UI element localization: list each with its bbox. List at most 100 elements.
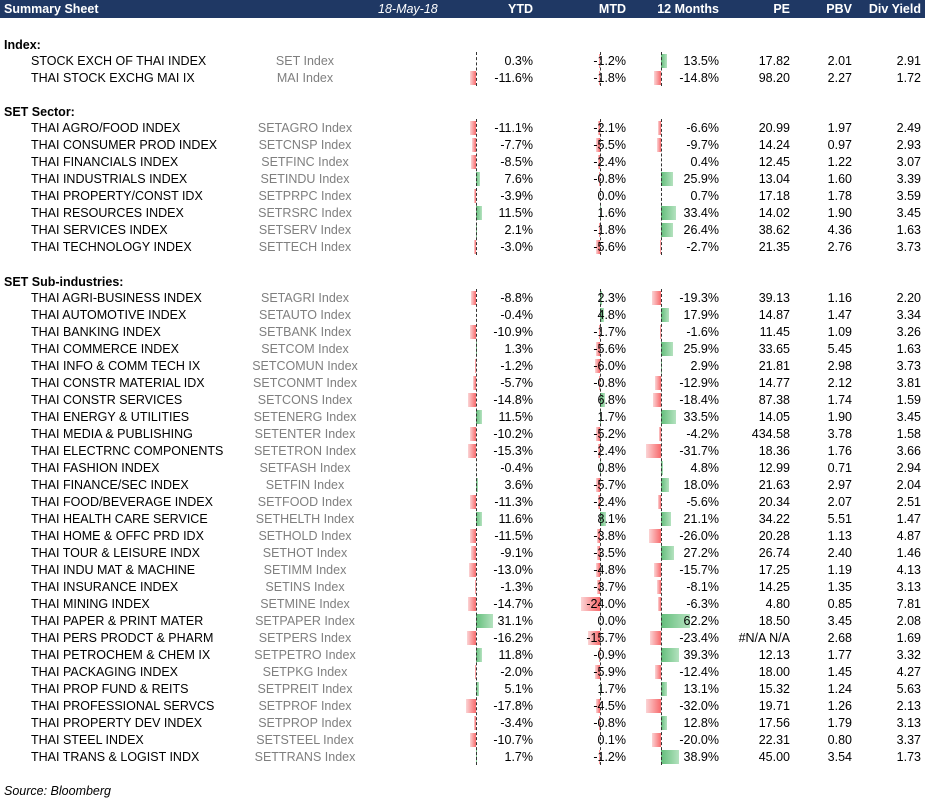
cell-pbv: 1.97 [827, 121, 852, 135]
cell-pe: 14.87 [758, 308, 790, 322]
cell-ytd: 11.6% [498, 512, 533, 526]
cell-m12: 0.7% [690, 189, 720, 203]
zero-axis-line [600, 119, 601, 255]
ytd-databar [469, 495, 476, 509]
cell-dy: 7.81 [896, 597, 921, 611]
cell-mtd: -3.8% [593, 529, 626, 543]
cell-dy: 1.46 [896, 546, 921, 560]
index-ticker: SETPROP Index [258, 716, 352, 730]
12m-databar [661, 308, 670, 322]
cell-pbv: 2.97 [827, 478, 852, 492]
cell-m12: -12.9% [679, 376, 719, 390]
cell-pbv: 1.76 [827, 444, 852, 458]
ytd-databar [470, 325, 476, 339]
index-ticker: SETENERG Index [253, 410, 357, 424]
cell-dy: 2.51 [896, 495, 921, 509]
12m-databar [661, 410, 677, 424]
cell-pbv: 3.54 [827, 750, 852, 764]
index-ticker: SETHELTH Index [255, 512, 355, 526]
index-name: THAI MINING INDEX [31, 597, 150, 611]
cell-dy: 2.94 [896, 461, 921, 475]
cell-pe: 21.63 [758, 478, 790, 492]
cell-ytd: -0.4% [500, 308, 533, 322]
cell-pe: 17.82 [758, 54, 790, 68]
zero-axis-line [476, 52, 477, 86]
index-name: THAI PROPERTY DEV INDEX [31, 716, 203, 730]
cell-mtd: -4.8% [593, 563, 626, 577]
col-pe: PE [773, 2, 790, 16]
12m-databar [661, 648, 680, 662]
mtd-databar [598, 71, 600, 85]
table-row: THAI PROPERTY DEV INDEX SETPROP Index -3.4… [0, 714, 925, 731]
cell-dy: 1.58 [896, 427, 921, 441]
cell-pbv: 5.45 [827, 342, 852, 356]
cell-ytd: -11.3% [494, 495, 533, 509]
ytd-databar [470, 546, 476, 560]
cell-dy: 4.87 [896, 529, 921, 543]
table-row: STOCK EXCH OF THAI INDEX SET Index 0.3% -1.… [0, 52, 925, 69]
table-row: THAI STOCK EXCHG MAI IX MAI Index -11.6% -1… [0, 69, 925, 86]
cell-m12: 17.9% [683, 308, 719, 322]
cell-pe: 17.56 [758, 716, 790, 730]
cell-mtd: -5.6% [593, 342, 626, 356]
zero-axis-line [600, 289, 601, 765]
zero-axis-line [661, 289, 662, 765]
12m-databar [660, 325, 661, 339]
index-name: THAI FASHION INDEX [31, 461, 160, 475]
index-name: THAI COMMERCE INDEX [31, 342, 179, 356]
cell-pe: 14.24 [758, 138, 790, 152]
cell-m12: 26.4% [683, 223, 719, 237]
ytd-databar [471, 291, 476, 305]
cell-mtd: -5.9% [593, 665, 626, 679]
ytd-databar [469, 71, 476, 85]
ytd-databar [473, 189, 476, 203]
index-name: THAI FOOD/BEVERAGE INDEX [31, 495, 213, 509]
index-name: THAI PACKAGING INDEX [31, 665, 179, 679]
cell-pe: 22.31 [758, 733, 790, 747]
cell-ytd: 1.3% [504, 342, 534, 356]
cell-dy: 3.37 [896, 733, 921, 747]
zero-axis-line [476, 119, 477, 255]
index-name: THAI TRANS & LOGIST INDX [31, 750, 200, 764]
index-name: THAI TOUR & LEISURE INDX [31, 546, 201, 560]
cell-pbv: 1.90 [827, 410, 852, 424]
ytd-databar [469, 121, 476, 135]
cell-ytd: -14.8% [493, 393, 533, 407]
mtd-databar [598, 121, 600, 135]
cell-dy: 3.34 [896, 308, 921, 322]
cell-ytd: -14.7% [493, 597, 533, 611]
cell-ytd: 5.1% [504, 682, 534, 696]
cell-mtd: -1.8% [593, 71, 626, 85]
cell-m12: 33.4% [683, 206, 719, 220]
table-row: THAI CONSUMER PROD INDEX SETCNSP Index -7.… [0, 136, 925, 153]
cell-dy: 3.66 [896, 444, 921, 458]
cell-pe: #N/A N/A [738, 631, 790, 645]
index-ticker: SETCOMUN Index [252, 359, 358, 373]
cell-m12: -23.4% [679, 631, 719, 645]
index-ticker: SETHOLD Index [258, 529, 352, 543]
ytd-databar [467, 444, 476, 458]
cell-m12: -26.0% [679, 529, 719, 543]
cell-mtd: -24.0% [586, 597, 626, 611]
mtd-databar [595, 342, 600, 356]
index-name: THAI PAPER & PRINT MATER [31, 614, 204, 628]
index-name: THAI CONSTR SERVICES [31, 393, 183, 407]
cell-m12: 25.9% [683, 342, 719, 356]
index-ticker: SETPROF Index [258, 699, 352, 713]
table-row: THAI MEDIA & PUBLISHING SETENTER Index -10… [0, 425, 925, 442]
index-name: THAI HOME & OFFC PRD IDX [31, 529, 204, 543]
12m-databar [649, 529, 661, 543]
index-ticker: SETSERV Index [258, 223, 352, 237]
index-name: THAI MEDIA & PUBLISHING [31, 427, 193, 441]
cell-ytd: -15.3% [493, 444, 533, 458]
index-ticker: SETPRPC Index [258, 189, 352, 203]
cell-ytd: -17.8% [493, 699, 533, 713]
12m-databar [646, 699, 661, 713]
cell-mtd: -2.4% [593, 155, 626, 169]
12m-databar [655, 665, 661, 679]
section-title: SET Sub-industries: [4, 275, 124, 289]
12m-databar [659, 427, 661, 441]
cell-ytd: 3.6% [504, 478, 534, 492]
zero-axis-line [661, 52, 662, 86]
cell-mtd: -1.2% [593, 750, 626, 764]
